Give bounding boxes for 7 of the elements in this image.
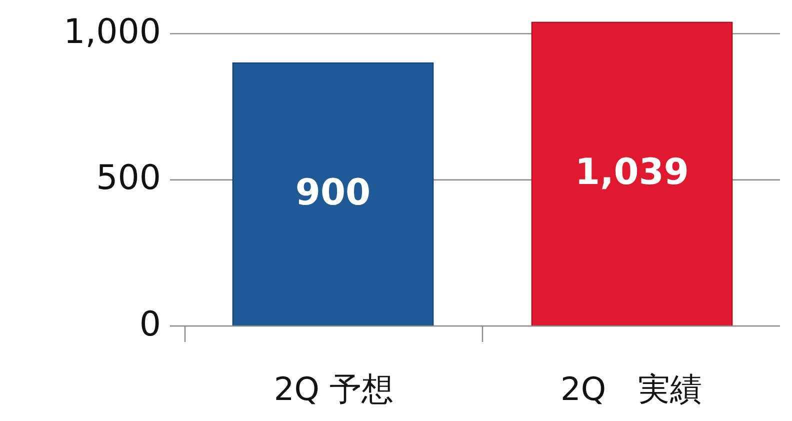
x-tick-label: 2Q 予想 [274,370,394,408]
y-tick-label: 0 [139,304,161,344]
y-tick-label: 500 [96,158,161,198]
data-label: 1,039 [575,152,689,193]
x-tick-label: 2Q 実績 [560,370,702,408]
data-label: 900 [295,172,371,214]
y-tick-label: 1,000 [64,12,161,52]
